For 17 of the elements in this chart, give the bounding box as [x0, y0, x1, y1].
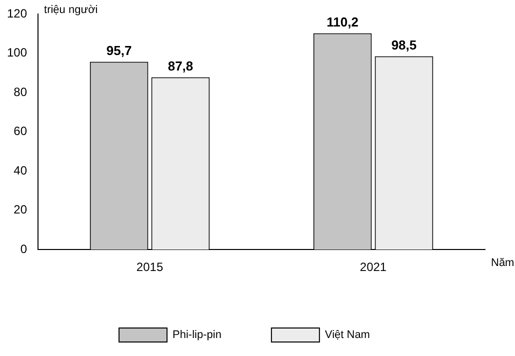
- y-tick-label: 20: [14, 202, 28, 217]
- data-label: 87,8: [168, 58, 194, 74]
- x-axis-title: Năm: [491, 257, 514, 270]
- legend-label: Việt Nam: [324, 329, 370, 342]
- data-label: 110,2: [326, 14, 358, 30]
- y-tick-label: 60: [14, 124, 28, 138]
- y-tick-label: 0: [20, 242, 28, 256]
- x-tick-label: 2021: [360, 260, 387, 274]
- y-tick-label: 40: [14, 163, 28, 178]
- data-label: 98,5: [391, 37, 417, 52]
- y-axis-title: triệu người: [44, 4, 98, 16]
- y-tick-label: 120: [6, 6, 28, 20]
- legend-label: Phi-lip-pin: [172, 329, 222, 342]
- x-tick-label: 2015: [136, 260, 164, 274]
- y-tick-label: 80: [14, 84, 28, 99]
- y-tick-label: 100: [6, 46, 28, 60]
- data-label: 95,7: [106, 42, 132, 58]
